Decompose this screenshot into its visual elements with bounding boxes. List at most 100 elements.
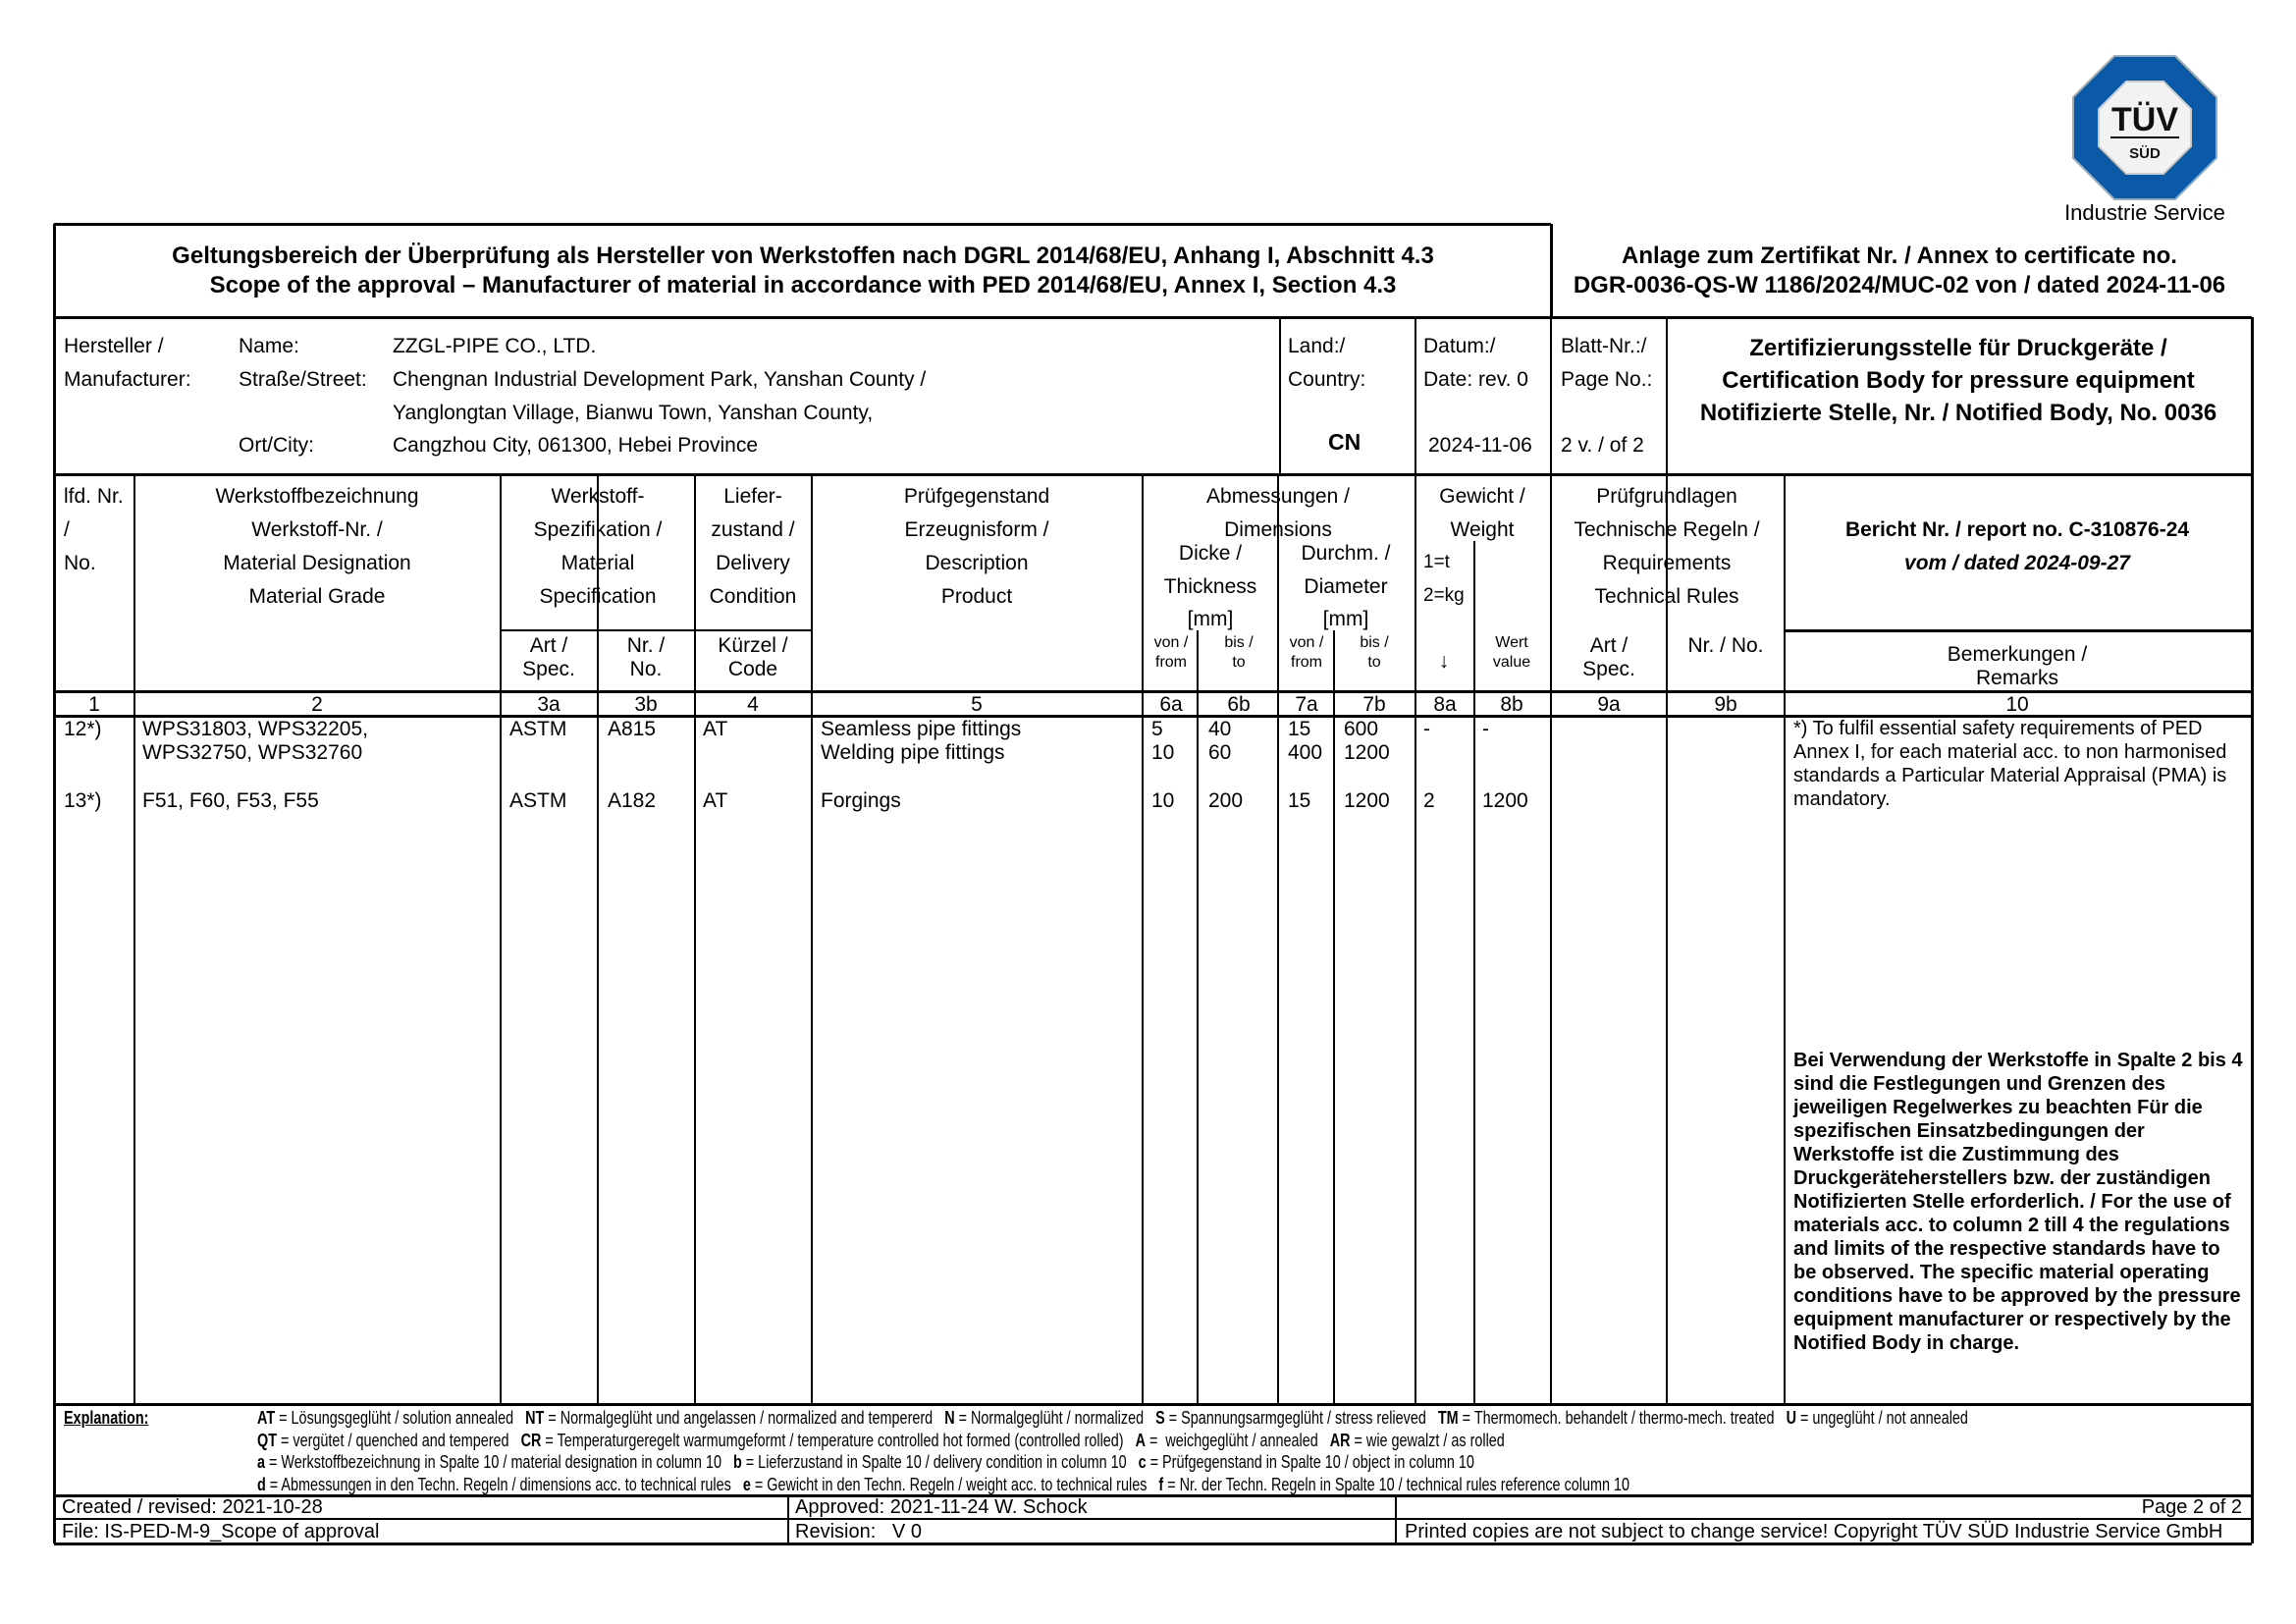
country-value: CN bbox=[1328, 429, 1362, 455]
column-number: 3b bbox=[634, 693, 658, 716]
cert-body-line-1: Zertifizierungsstelle für Druckgeräte / bbox=[1749, 335, 2167, 361]
file-name: File: IS-PED-M-9_Scope of approval bbox=[62, 1521, 380, 1543]
rule-line bbox=[694, 474, 696, 1404]
arrow-down-icon: ↓ bbox=[1438, 650, 1450, 673]
rule-line bbox=[54, 1402, 2252, 1406]
rule-line bbox=[1666, 630, 1668, 1404]
hdr-remarks-1: Bemerkungen / bbox=[1947, 643, 2088, 666]
hdr-7a-2: from bbox=[1291, 654, 1322, 671]
date-label: Datum:/ bbox=[1423, 335, 1496, 357]
created-revised: Created / revised: 2021-10-28 bbox=[62, 1496, 323, 1518]
diameter-from: 15 bbox=[1288, 789, 1311, 812]
street-line-2: Yanglongtan Village, Bianwu Town, Yansha… bbox=[393, 402, 874, 424]
explanation-label: Explanation: bbox=[64, 1408, 149, 1428]
explanation-line: AT = Lösungsgeglüht / solution annealed … bbox=[257, 1408, 1968, 1428]
hdr-spec-3: Material bbox=[561, 552, 635, 574]
rule-line bbox=[1550, 474, 1552, 1404]
rule-line bbox=[54, 689, 2252, 693]
column-number: 2 bbox=[311, 693, 323, 716]
hdr-cond-1: Liefer- bbox=[723, 485, 782, 508]
rule-line bbox=[133, 474, 135, 1404]
column-number: 6b bbox=[1227, 693, 1251, 716]
hdr-3a-2: Spec. bbox=[522, 658, 575, 680]
delivery-condition: AT bbox=[703, 789, 728, 812]
spec-number: A815 bbox=[608, 718, 657, 740]
hdr-code-1: Kürzel / bbox=[718, 634, 788, 657]
rule-line bbox=[1279, 317, 1281, 474]
hdr-rules-4: Technical Rules bbox=[1594, 585, 1739, 608]
hdr-spec-4: Specification bbox=[539, 585, 657, 608]
svg-text:SÜD: SÜD bbox=[2129, 145, 2161, 162]
column-number: 4 bbox=[747, 693, 759, 716]
city: Cangzhou City, 061300, Hebei Province bbox=[393, 434, 759, 457]
hdr-code-2: Code bbox=[727, 658, 778, 680]
page-label: Blatt-Nr.:/ bbox=[1561, 335, 1647, 357]
rule-line bbox=[500, 474, 502, 1404]
hdr-7b-1: bis / bbox=[1360, 634, 1389, 651]
page-of: Page 2 of 2 bbox=[2141, 1496, 2242, 1518]
hdr-material-4: Material Grade bbox=[248, 585, 386, 608]
rule-line bbox=[54, 222, 1551, 226]
diameter-from: 15 bbox=[1288, 718, 1311, 740]
hdr-6b-1: bis / bbox=[1224, 634, 1254, 651]
rule-line bbox=[597, 630, 599, 1404]
weight-unit: 2 bbox=[1423, 789, 1435, 812]
scope-title-de: Geltungsbereich der Überprüfung als Hers… bbox=[172, 243, 1434, 269]
hdr-cond-3: Delivery bbox=[716, 552, 790, 574]
hdr-material-1: Werkstoffbezeichnung bbox=[215, 485, 419, 508]
spec-type: ASTM bbox=[509, 718, 567, 740]
rule-line bbox=[2250, 317, 2254, 1543]
column-number: 10 bbox=[2005, 693, 2029, 716]
hdr-7b-2: to bbox=[1367, 654, 1381, 671]
column-number: 8b bbox=[1500, 693, 1523, 716]
rule-line bbox=[52, 317, 56, 1543]
column-number: 7b bbox=[1362, 693, 1386, 716]
scope-title-en: Scope of the approval – Manufacturer of … bbox=[209, 272, 1397, 298]
hdr-3b-2: No. bbox=[629, 658, 663, 680]
row-number: 13*) bbox=[64, 789, 102, 812]
thickness-to: 60 bbox=[1208, 741, 1232, 764]
rule-line bbox=[501, 629, 812, 631]
hdr-rules-2: Technische Regeln / bbox=[1574, 518, 1760, 541]
copyright-notice: Printed copies are not subject to change… bbox=[1405, 1521, 2223, 1543]
hdr-product-1: Prüfgegenstand bbox=[903, 485, 1050, 508]
spec-number: A182 bbox=[608, 789, 657, 812]
manufacturer-name: ZZGL-PIPE CO., LTD. bbox=[393, 335, 597, 357]
hdr-cond-4: Condition bbox=[709, 585, 797, 608]
cert-body-line-3: Notifizierte Stelle, Nr. / Notified Body… bbox=[1699, 400, 2217, 426]
hdr-dimensions-1: Abmessungen / bbox=[1206, 485, 1350, 508]
rule-line bbox=[811, 474, 813, 1404]
hdr-weight-unit-2: 2=kg bbox=[1423, 585, 1465, 606]
report-number: Bericht Nr. / report no. C-310876-24 bbox=[1844, 518, 2190, 541]
hdr-rules-1: Prüfgrundlagen bbox=[1596, 485, 1737, 508]
hdr-weight-2: Weight bbox=[1450, 518, 1515, 541]
diameter-to: 600 bbox=[1344, 718, 1379, 740]
hdr-dimensions-2: Dimensions bbox=[1224, 518, 1332, 541]
weight-unit: - bbox=[1423, 718, 1430, 740]
rule-line bbox=[1550, 317, 1552, 474]
hdr-no-3: No. bbox=[64, 552, 96, 574]
remarks-conditions: Bei Verwendung der Werkstoffe in Spalte … bbox=[1793, 1050, 2243, 1354]
thickness-from: 5 bbox=[1151, 718, 1163, 740]
rule-line bbox=[1197, 630, 1199, 1404]
rule-line bbox=[1415, 317, 1416, 474]
hdr-8b-1: Wert bbox=[1495, 634, 1528, 651]
hdr-9b: Nr. / No. bbox=[1687, 634, 1764, 657]
rule-line bbox=[1666, 317, 1668, 474]
hdr-diameter-3: [mm] bbox=[1322, 608, 1369, 630]
hdr-thickness-1: Dicke / bbox=[1178, 542, 1243, 565]
street-line-1: Chengnan Industrial Development Park, Ya… bbox=[393, 368, 927, 391]
rule-line bbox=[54, 1493, 2252, 1497]
thickness-to: 200 bbox=[1208, 789, 1244, 812]
product: Seamless pipe fittings bbox=[821, 718, 1022, 740]
rule-line bbox=[1415, 474, 1416, 1404]
spec-type: ASTM bbox=[509, 789, 567, 812]
street-label: Straße/Street: bbox=[239, 368, 367, 391]
hdr-cond-2: zustand / bbox=[711, 518, 795, 541]
page-value: 2 v. / of 2 bbox=[1561, 434, 1644, 457]
rule-line bbox=[787, 1495, 789, 1543]
manufacturer-label-en: Manufacturer: bbox=[64, 368, 191, 391]
rule-line bbox=[1277, 538, 1279, 691]
hdr-8b-2: value bbox=[1492, 654, 1531, 671]
